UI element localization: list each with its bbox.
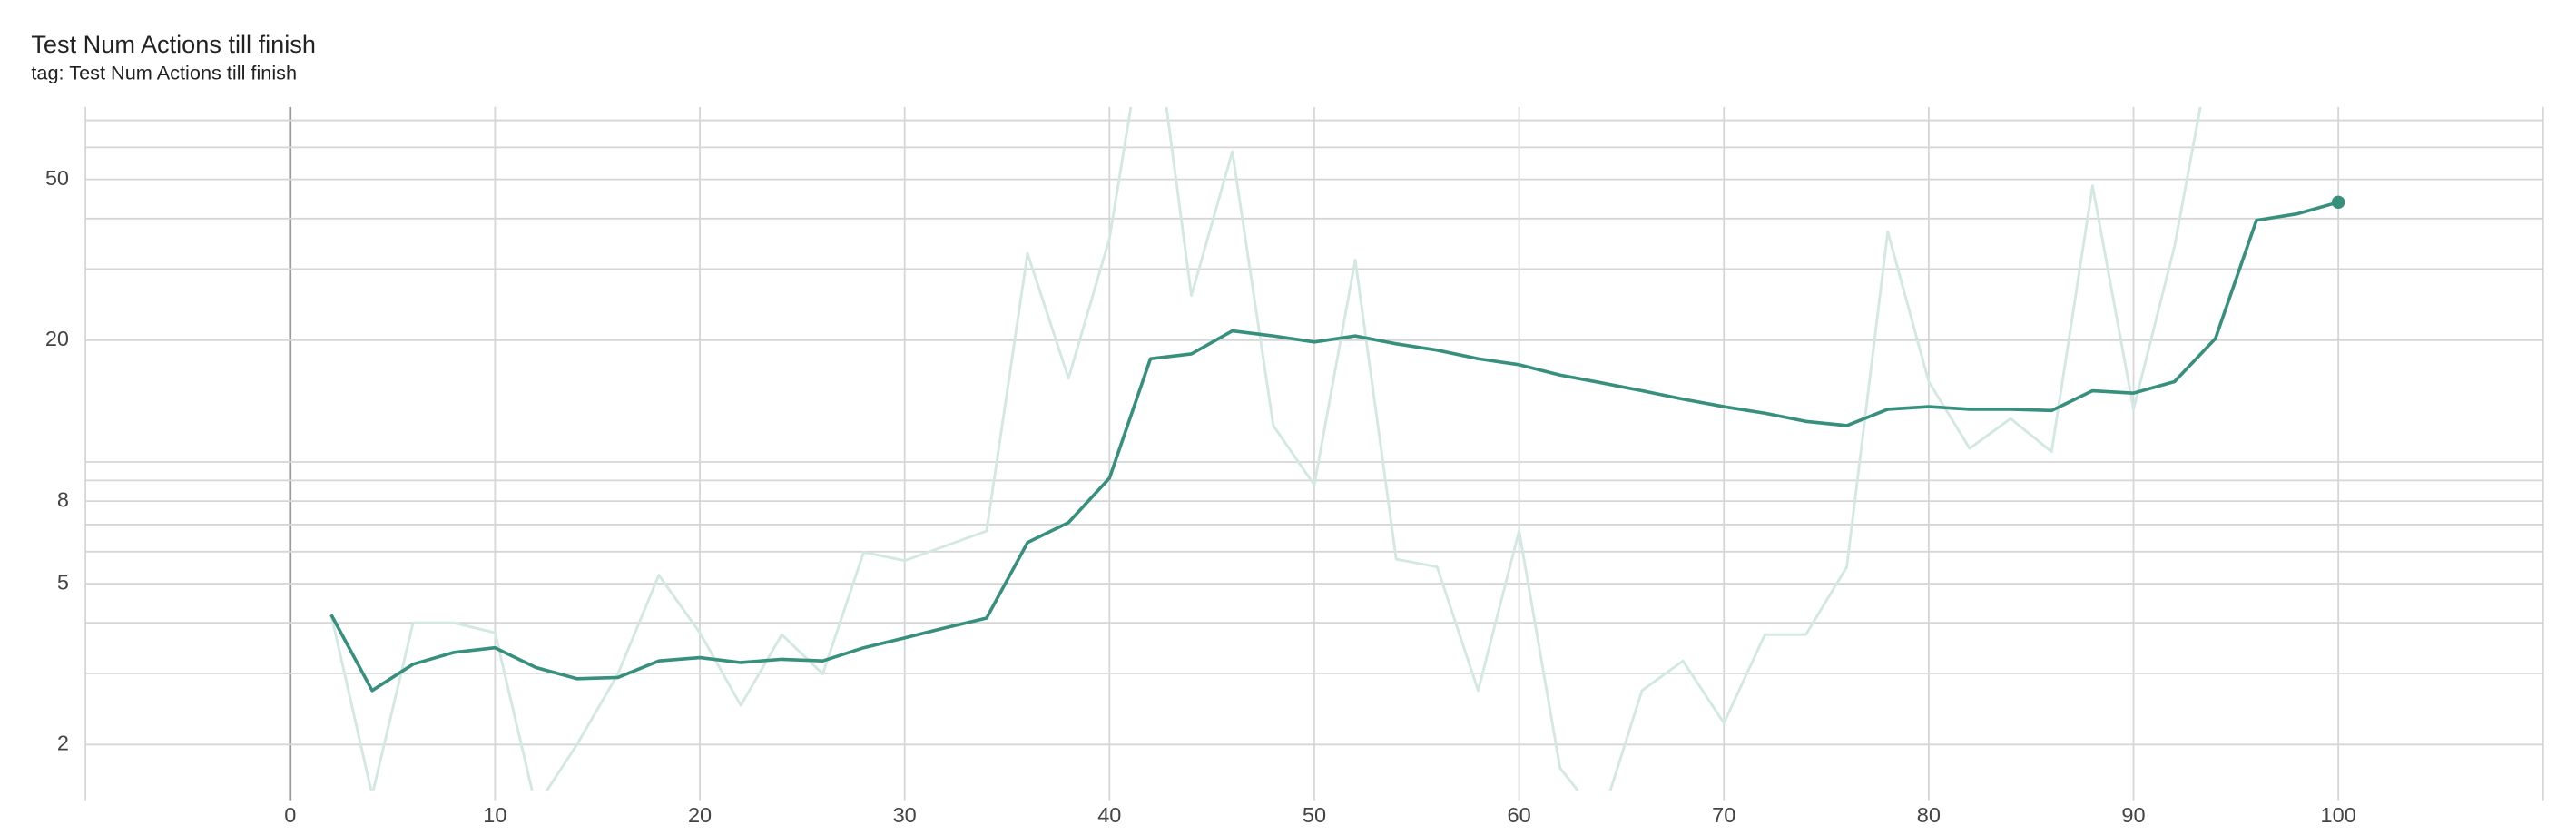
y-tick-label: 8 <box>57 487 69 511</box>
end-marker <box>2331 195 2345 210</box>
chart-subtitle: tag: Test Num Actions till finish <box>31 61 297 84</box>
x-tick-label: 10 <box>483 803 506 827</box>
x-tick-label: 50 <box>1303 803 1326 827</box>
x-tick-label: 80 <box>1917 803 1941 827</box>
y-tick-label: 2 <box>57 732 69 755</box>
x-tick-label: 100 <box>2321 803 2356 827</box>
x-tick-label: 90 <box>2121 803 2145 827</box>
x-tick-label: 30 <box>893 803 917 827</box>
x-tick-label: 60 <box>1508 803 1531 827</box>
x-tick-label: 0 <box>284 803 296 827</box>
y-tick-label: 5 <box>57 570 69 594</box>
x-tick-label: 40 <box>1097 803 1121 827</box>
series-line <box>329 106 2202 791</box>
x-tick-label: 20 <box>688 803 712 827</box>
plot-area <box>329 106 2339 791</box>
grid: 2 5 8 20 50 0 10 20 30 40 50 60 70 80 90 100 <box>45 106 2544 827</box>
y-tick-label: 20 <box>45 327 69 350</box>
y-tick-label: 50 <box>45 166 69 190</box>
x-tick-label: 70 <box>1712 803 1735 827</box>
chart-title: Test Num Actions till finish <box>31 30 316 58</box>
series-line <box>329 201 2339 693</box>
